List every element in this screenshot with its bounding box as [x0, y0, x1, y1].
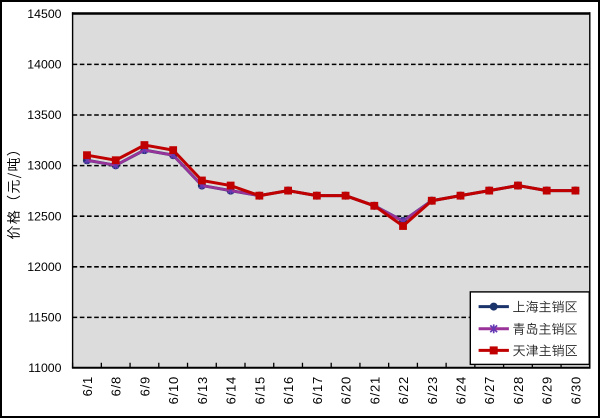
svg-text:6/15: 6/15 [252, 376, 267, 405]
svg-text:13000: 13000 [27, 159, 61, 173]
svg-text:13500: 13500 [27, 108, 61, 122]
svg-text:6/20: 6/20 [339, 376, 354, 405]
svg-text:6/17: 6/17 [310, 376, 325, 405]
svg-text:11500: 11500 [28, 310, 61, 324]
svg-text:14000: 14000 [27, 57, 61, 71]
svg-text:6/21: 6/21 [367, 376, 382, 405]
svg-text:6/30: 6/30 [568, 376, 583, 405]
svg-text:6/27: 6/27 [482, 376, 497, 405]
svg-text:6/23: 6/23 [425, 376, 440, 405]
svg-text:14500: 14500 [27, 7, 61, 21]
svg-text:12500: 12500 [27, 209, 61, 223]
svg-text:6/1: 6/1 [80, 376, 95, 396]
svg-text:6/9: 6/9 [137, 376, 152, 396]
svg-text:6/29: 6/29 [540, 376, 555, 405]
svg-text:6/8: 6/8 [109, 376, 124, 396]
svg-text:6/10: 6/10 [166, 376, 181, 405]
svg-text:12000: 12000 [27, 260, 61, 274]
svg-text:6/28: 6/28 [511, 376, 526, 405]
svg-text:6/22: 6/22 [396, 376, 411, 405]
svg-text:11000: 11000 [28, 361, 61, 375]
svg-text:6/13: 6/13 [195, 376, 210, 405]
svg-text:6/16: 6/16 [281, 376, 296, 405]
svg-text:6/14: 6/14 [224, 376, 239, 405]
svg-text:6/24: 6/24 [454, 376, 469, 405]
